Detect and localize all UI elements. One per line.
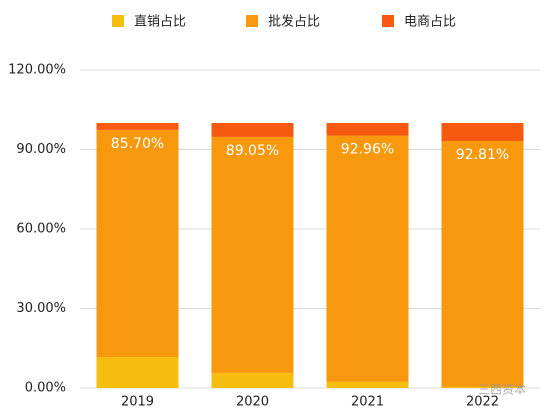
x-tick-label: 2019 [121, 395, 154, 410]
bar-segment [326, 123, 409, 136]
legend-label: 批发占比 [268, 14, 320, 30]
x-tick-label: 2020 [236, 395, 269, 410]
y-tick-label: 120.00% [8, 63, 66, 78]
legend-swatch [246, 15, 258, 27]
bar-segment [441, 386, 524, 388]
x-tick-label: 2021 [351, 395, 384, 410]
legend-label: 直销占比 [134, 15, 186, 30]
bar-segment [441, 140, 524, 387]
y-tick-label: 90.00% [16, 142, 66, 157]
bar-segment [326, 381, 409, 388]
value-label: 85.70% [111, 136, 164, 152]
bar-segment [211, 136, 294, 373]
bar-segment [96, 123, 179, 130]
value-label: 89.05% [226, 143, 279, 159]
bar-segment [211, 123, 294, 137]
x-tick-label: 2022 [466, 395, 499, 410]
bar-segment [211, 372, 294, 388]
bar-segment [326, 135, 409, 382]
legend-swatch [112, 15, 124, 27]
bar-segment [96, 356, 179, 388]
value-label: 92.96% [341, 142, 394, 158]
watermark: 三西资本 [478, 383, 526, 397]
y-tick-label: 30.00% [16, 301, 66, 316]
legend-swatch [382, 15, 394, 27]
value-label: 92.81% [456, 147, 509, 163]
bar-segment [441, 123, 524, 141]
bar-segment [96, 129, 179, 357]
legend-label: 电商占比 [404, 15, 456, 30]
y-tick-label: 0.00% [25, 381, 66, 396]
y-tick-label: 60.00% [16, 222, 66, 237]
